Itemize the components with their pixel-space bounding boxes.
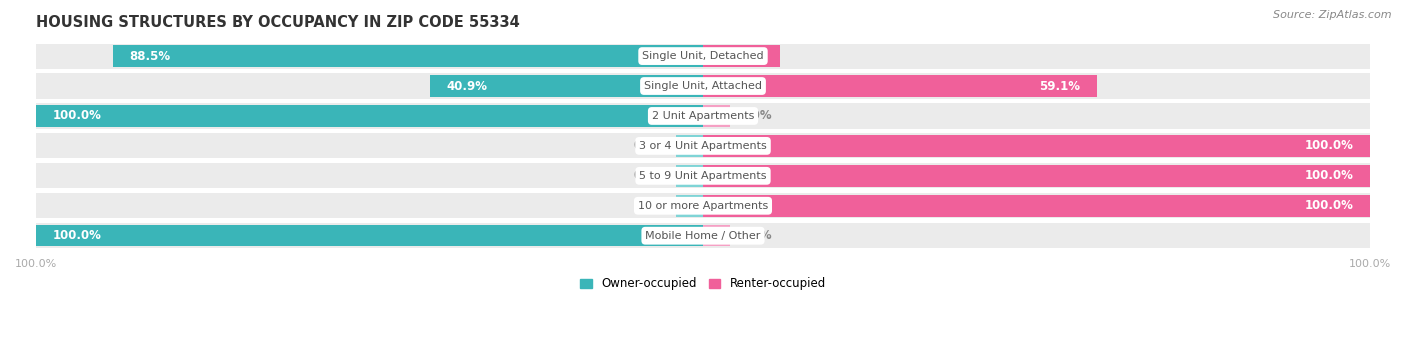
Bar [703, 135, 1369, 157]
Text: 0.0%: 0.0% [740, 229, 772, 242]
Text: 0.0%: 0.0% [634, 169, 666, 182]
Text: 0.0%: 0.0% [740, 109, 772, 122]
Text: Source: ZipAtlas.com: Source: ZipAtlas.com [1274, 10, 1392, 20]
Text: 3 or 4 Unit Apartments: 3 or 4 Unit Apartments [640, 141, 766, 151]
Text: 40.9%: 40.9% [447, 79, 488, 92]
Bar [37, 105, 703, 127]
Bar [703, 45, 780, 67]
Bar [676, 165, 703, 187]
Bar [430, 75, 703, 97]
Bar [703, 195, 1369, 217]
Text: 5 to 9 Unit Apartments: 5 to 9 Unit Apartments [640, 171, 766, 181]
Bar [703, 165, 1369, 187]
Bar [37, 133, 1369, 159]
Bar [37, 44, 1369, 69]
Text: 100.0%: 100.0% [53, 229, 101, 242]
Text: Single Unit, Detached: Single Unit, Detached [643, 51, 763, 61]
Text: 2 Unit Apartments: 2 Unit Apartments [652, 111, 754, 121]
Text: 0.0%: 0.0% [634, 199, 666, 212]
Bar [37, 225, 703, 247]
Bar [703, 75, 1097, 97]
Text: 10 or more Apartments: 10 or more Apartments [638, 201, 768, 211]
Bar [112, 45, 703, 67]
Bar [37, 193, 1369, 218]
Text: 59.1%: 59.1% [1039, 79, 1080, 92]
Bar [37, 163, 1369, 189]
Text: 100.0%: 100.0% [53, 109, 101, 122]
Text: 88.5%: 88.5% [129, 49, 170, 63]
Bar [703, 225, 730, 247]
Bar [37, 73, 1369, 99]
Bar [37, 223, 1369, 248]
Text: 100.0%: 100.0% [1305, 199, 1353, 212]
Text: Single Unit, Attached: Single Unit, Attached [644, 81, 762, 91]
Text: Mobile Home / Other: Mobile Home / Other [645, 231, 761, 241]
Text: 100.0%: 100.0% [1305, 169, 1353, 182]
Text: 0.0%: 0.0% [634, 139, 666, 152]
Bar [37, 103, 1369, 129]
Text: HOUSING STRUCTURES BY OCCUPANCY IN ZIP CODE 55334: HOUSING STRUCTURES BY OCCUPANCY IN ZIP C… [37, 15, 520, 30]
Bar [703, 105, 730, 127]
Bar [676, 135, 703, 157]
Legend: Owner-occupied, Renter-occupied: Owner-occupied, Renter-occupied [575, 273, 831, 295]
Text: 11.5%: 11.5% [723, 49, 763, 63]
Text: 100.0%: 100.0% [1305, 139, 1353, 152]
Bar [676, 195, 703, 217]
